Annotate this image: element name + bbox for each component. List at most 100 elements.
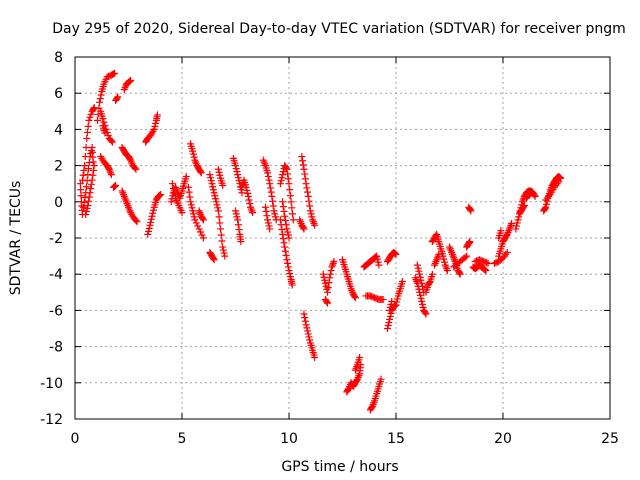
data-point [281, 243, 289, 251]
data-point [280, 207, 288, 215]
data-point [82, 144, 90, 151]
data-point [264, 219, 272, 227]
data-point [260, 158, 268, 166]
data-point [214, 165, 222, 173]
data-point [169, 185, 177, 193]
data-point [415, 267, 423, 275]
data-point [244, 189, 252, 197]
data-point [233, 213, 241, 221]
data-point [111, 182, 119, 190]
data-point [288, 281, 296, 289]
data-point [309, 218, 317, 226]
data-point [556, 174, 564, 182]
data-point [466, 238, 474, 246]
data-point [264, 216, 272, 224]
data-point [284, 228, 292, 236]
data-point [96, 98, 104, 106]
data-point [209, 183, 217, 191]
data-point [351, 293, 359, 301]
data-point [110, 70, 118, 78]
data-point [324, 288, 332, 296]
data-point [387, 309, 395, 317]
data-point [80, 166, 88, 174]
y-tick-label: -12 [40, 412, 63, 428]
data-point [304, 188, 312, 196]
data-point [271, 213, 279, 221]
data-point [508, 220, 516, 228]
data-point [278, 226, 286, 234]
data-point [384, 321, 392, 329]
data-point [391, 249, 399, 257]
data-point [234, 171, 242, 179]
data-point [212, 198, 220, 206]
data-point [555, 178, 563, 186]
data-point [514, 216, 522, 224]
data-point [324, 299, 332, 307]
data-point [286, 192, 294, 200]
data-point [383, 325, 391, 332]
data-point [285, 180, 293, 188]
data-point [302, 321, 310, 329]
data-point [216, 219, 224, 227]
data-point [189, 147, 197, 155]
data-point [481, 266, 489, 274]
x-axis-ticks: 0 5 10 15 20 25 [71, 57, 619, 447]
data-point [375, 261, 383, 269]
data-point [212, 195, 220, 203]
data-point [280, 239, 288, 247]
data-point [271, 210, 279, 218]
data-point [442, 263, 450, 271]
data-point [386, 303, 394, 311]
data-point [149, 209, 157, 217]
data-point [246, 200, 254, 208]
data-point [237, 238, 245, 246]
data-point [187, 198, 195, 206]
data-point [279, 198, 287, 206]
data-point [386, 315, 394, 323]
data-point [219, 246, 227, 254]
data-point [78, 176, 86, 184]
data-point [542, 203, 550, 211]
data-point [189, 207, 197, 215]
data-point [307, 210, 315, 218]
data-point [288, 204, 296, 212]
data-point [87, 110, 95, 118]
data-point [97, 91, 105, 99]
data-point [263, 212, 271, 220]
data-point [232, 162, 239, 170]
data-point [302, 180, 310, 188]
x-axis-label: GPS time / hours [281, 459, 398, 475]
data-point [276, 180, 284, 188]
data-point [100, 118, 108, 126]
data-point [435, 250, 443, 258]
data-point [530, 191, 538, 199]
data-point [531, 192, 539, 200]
data-point [156, 191, 164, 199]
y-tick-label: 4 [54, 122, 63, 138]
data-point [83, 134, 91, 142]
data-point [261, 203, 269, 211]
data-point [525, 190, 533, 198]
data-point [311, 221, 319, 229]
data-point [199, 216, 207, 224]
data-point [133, 218, 141, 226]
data-point [416, 273, 424, 281]
data-point [284, 175, 292, 183]
data-point [416, 270, 424, 278]
data-point [247, 205, 255, 213]
data-point [81, 162, 89, 170]
data-point [329, 259, 337, 267]
y-tick-label: 8 [54, 50, 63, 66]
data-point [327, 267, 335, 275]
data-point [305, 333, 313, 341]
data-point [208, 180, 216, 188]
data-point [168, 180, 176, 188]
data-point [147, 218, 155, 226]
data-point [90, 104, 98, 112]
x-tick-label: 10 [280, 431, 298, 447]
data-point [99, 115, 107, 123]
data-point [326, 270, 334, 278]
data-point [210, 256, 218, 264]
data-point [261, 160, 269, 168]
data-point [555, 173, 563, 181]
